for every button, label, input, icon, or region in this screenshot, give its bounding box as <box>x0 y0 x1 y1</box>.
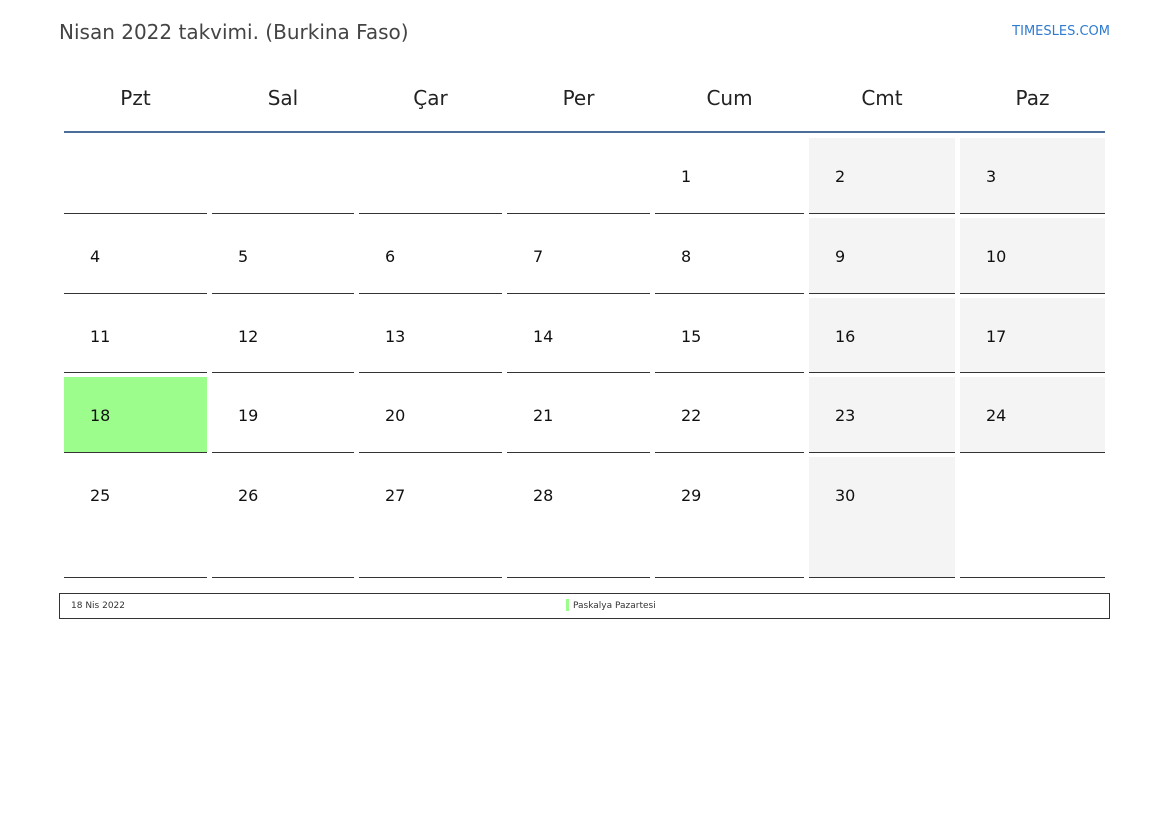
day-number: 23 <box>835 406 856 425</box>
day-cell[interactable]: 1 <box>655 138 804 214</box>
day-cell[interactable]: 15 <box>655 298 804 373</box>
holiday-legend: 18 Nis 2022 Paskalya Pazartesi <box>59 593 1110 619</box>
weekday-header: Cmt <box>861 86 903 110</box>
day-number: 21 <box>533 406 554 425</box>
page-title: Nisan 2022 takvimi. (Burkina Faso) <box>59 20 409 44</box>
day-cell[interactable]: 27 <box>359 457 502 578</box>
day-cell[interactable]: 24 <box>960 377 1105 453</box>
day-number: 11 <box>90 327 111 346</box>
empty-cell <box>507 138 650 214</box>
brand-link[interactable]: TIMESLES.COM <box>1012 24 1110 39</box>
day-cell[interactable]: 3 <box>960 138 1105 214</box>
day-cell[interactable]: 16 <box>809 298 955 373</box>
day-cell[interactable]: 19 <box>212 377 354 453</box>
day-cell[interactable]: 10 <box>960 218 1105 294</box>
day-number: 9 <box>835 247 846 266</box>
day-cell[interactable]: 22 <box>655 377 804 453</box>
holiday-color-marker <box>566 599 569 611</box>
day-number: 10 <box>986 247 1007 266</box>
day-cell[interactable]: 12 <box>212 298 354 373</box>
day-number: 29 <box>681 486 702 505</box>
empty-cell <box>359 138 502 214</box>
day-cell[interactable]: 25 <box>64 457 207 578</box>
day-number: 16 <box>835 327 856 346</box>
day-cell[interactable]: 2 <box>809 138 955 214</box>
day-number: 24 <box>986 406 1007 425</box>
day-cell[interactable]: 29 <box>655 457 804 578</box>
day-number: 26 <box>238 486 259 505</box>
day-cell[interactable]: 6 <box>359 218 502 294</box>
day-cell[interactable]: 11 <box>64 298 207 373</box>
empty-cell <box>64 138 207 214</box>
day-number: 2 <box>835 167 846 186</box>
day-number: 27 <box>385 486 406 505</box>
day-number: 14 <box>533 327 554 346</box>
weekday-header: Cum <box>706 86 753 110</box>
holiday-date: 18 Nis 2022 <box>71 601 125 611</box>
day-cell[interactable]: 23 <box>809 377 955 453</box>
day-number: 12 <box>238 327 259 346</box>
day-number: 6 <box>385 247 396 266</box>
day-number: 30 <box>835 486 856 505</box>
weekday-header: Paz <box>1015 86 1050 110</box>
weekday-header: Pzt <box>120 86 151 110</box>
day-number: 18 <box>90 406 111 425</box>
day-number: 20 <box>385 406 406 425</box>
day-cell[interactable]: 9 <box>809 218 955 294</box>
empty-cell <box>960 457 1105 578</box>
weekday-header: Çar <box>413 86 448 110</box>
day-number: 5 <box>238 247 249 266</box>
day-number: 8 <box>681 247 692 266</box>
day-cell[interactable]: 30 <box>809 457 955 578</box>
day-cell[interactable]: 4 <box>64 218 207 294</box>
day-number: 19 <box>238 406 259 425</box>
day-cell[interactable]: 13 <box>359 298 502 373</box>
header-divider <box>64 131 1105 133</box>
day-cell[interactable]: 28 <box>507 457 650 578</box>
day-cell[interactable]: 5 <box>212 218 354 294</box>
weekday-header: Per <box>562 86 595 110</box>
day-number: 13 <box>385 327 406 346</box>
day-cell[interactable]: 18 <box>64 377 207 453</box>
day-cell[interactable]: 20 <box>359 377 502 453</box>
day-number: 1 <box>681 167 692 186</box>
day-cell[interactable]: 17 <box>960 298 1105 373</box>
day-cell[interactable]: 7 <box>507 218 650 294</box>
weekday-header: Sal <box>267 86 299 110</box>
day-number: 22 <box>681 406 702 425</box>
day-number: 28 <box>533 486 554 505</box>
empty-cell <box>212 138 354 214</box>
day-number: 17 <box>986 327 1007 346</box>
day-number: 3 <box>986 167 997 186</box>
day-number: 25 <box>90 486 111 505</box>
day-cell[interactable]: 14 <box>507 298 650 373</box>
holiday-name: Paskalya Pazartesi <box>573 601 656 611</box>
day-number: 7 <box>533 247 544 266</box>
day-cell[interactable]: 8 <box>655 218 804 294</box>
day-number: 15 <box>681 327 702 346</box>
day-cell[interactable]: 26 <box>212 457 354 578</box>
day-cell[interactable]: 21 <box>507 377 650 453</box>
day-number: 4 <box>90 247 101 266</box>
